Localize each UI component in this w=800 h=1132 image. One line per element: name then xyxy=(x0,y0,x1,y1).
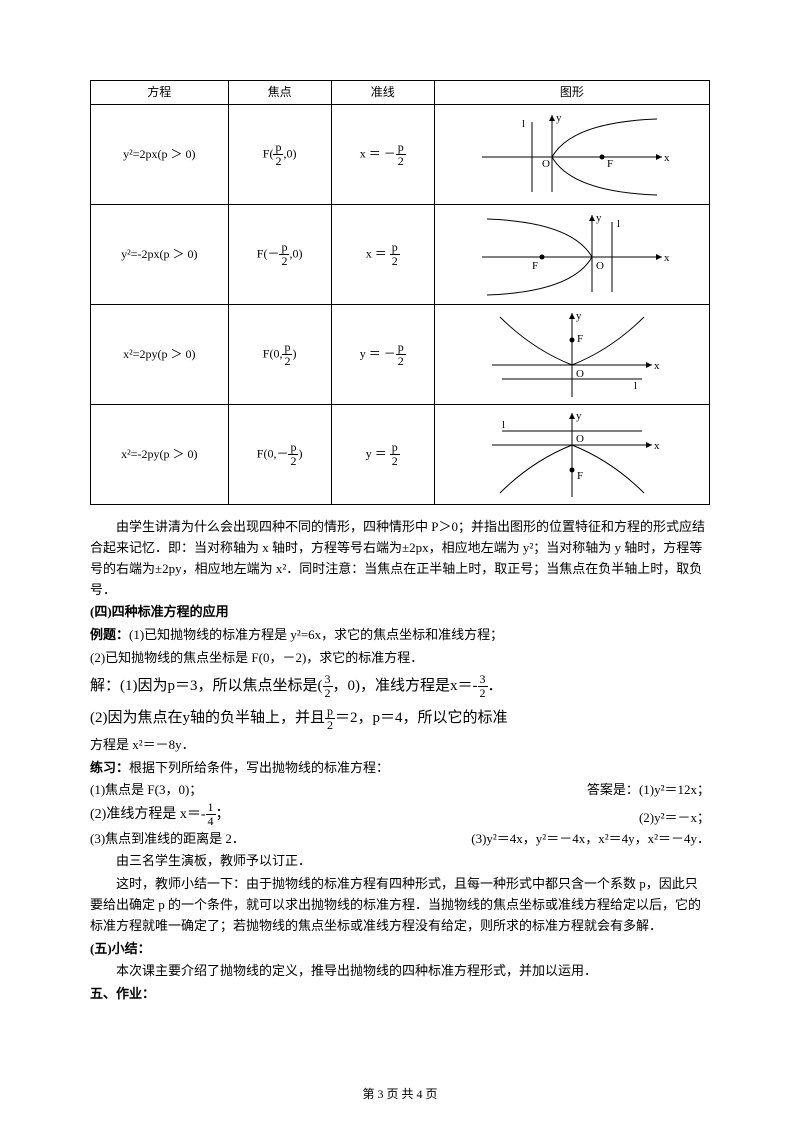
practice-heading: 练习：根据下列所给条件，写出抛物线的标准方程： xyxy=(90,758,710,779)
eq-1: y²=2px(p ＞ 0) xyxy=(91,105,229,205)
svg-text:y: y xyxy=(576,410,582,422)
page: 方程 焦点 准线 图形 y²=2px(p ＞ 0) F(p2,0) x ＝ －p… xyxy=(0,0,800,1132)
heading-five: (五)小结： xyxy=(90,939,710,960)
svg-text:l: l xyxy=(634,380,637,392)
th-directrix: 准线 xyxy=(331,81,434,105)
focus-3: F(0,p2) xyxy=(228,305,331,405)
svg-text:l: l xyxy=(522,118,525,130)
answer-label: 答案是： xyxy=(587,782,639,797)
paragraph-board: 由三名学生演板，教师予以订正． xyxy=(90,851,710,872)
focus-4: F(0,－p2) xyxy=(228,405,331,505)
practice-3: (3)焦点到准线的距离是 2． xyxy=(90,829,245,850)
svg-text:y: y xyxy=(596,212,602,224)
eq-4: x²=-2py(p ＞ 0) xyxy=(91,405,229,505)
dir-2: x ＝ p2 xyxy=(331,205,434,305)
svg-text:x: x xyxy=(664,152,670,164)
svg-text:x: x xyxy=(664,252,670,264)
graph-1: y x O l F xyxy=(434,105,709,205)
dir-4: y ＝ p2 xyxy=(331,405,434,505)
solution-2b: 方程是 x²＝－8y． xyxy=(90,735,710,756)
th-eq: 方程 xyxy=(91,81,229,105)
page-footer: 第 3 页 共 4 页 xyxy=(0,1085,800,1104)
eq-2: y²=-2px(p ＞ 0) xyxy=(91,205,229,305)
svg-text:O: O xyxy=(576,433,584,445)
focus-1: F(p2,0) xyxy=(228,105,331,205)
answer-3: (3)y²＝4x，y²＝－4x，x²＝4y，x²＝－4y． xyxy=(471,829,710,850)
svg-text:y: y xyxy=(556,112,562,124)
practice-row-1: (1)焦点是 F(3，0)； 答案是：(1)y²＝12x； xyxy=(90,780,710,801)
th-graph: 图形 xyxy=(434,81,709,105)
paragraph-summary: 本次课主要介绍了抛物线的定义，推导出抛物线的四种标准方程形式，并加以运用． xyxy=(90,961,710,982)
dir-3: y ＝ －p2 xyxy=(331,305,434,405)
practice-row-2: (2)准线方程是 x＝-14； (2)y²＝－x； xyxy=(90,801,710,828)
dir-1: x ＝ －p2 xyxy=(331,105,434,205)
paragraph-summary-teacher: 这时，教师小结一下：由于抛物线的标准方程有四种形式，且每一种形式中都只含一个系数… xyxy=(90,874,710,936)
answer-2: (2)y²＝－x； xyxy=(639,808,710,829)
svg-text:O: O xyxy=(596,260,604,272)
graph-4: y x O l F xyxy=(434,405,709,505)
svg-text:F: F xyxy=(577,333,583,345)
th-focus: 焦点 xyxy=(228,81,331,105)
paragraph-discussion: 由学生讲清为什么会出现四种不同的情形，四种情形中 P＞0；并指出图形的位置特征和… xyxy=(90,517,710,600)
svg-text:F: F xyxy=(532,260,538,272)
practice-1: (1)焦点是 F(3，0)； xyxy=(90,780,202,801)
heading-four: (四)四种标准方程的应用 xyxy=(90,602,710,623)
svg-text:x: x xyxy=(654,440,660,452)
focus-2: F(－p2,0) xyxy=(228,205,331,305)
example-line-2: (2)已知抛物线的焦点坐标是 F(0，－2)，求它的标准方程． xyxy=(90,648,710,669)
svg-text:y: y xyxy=(576,310,582,322)
svg-text:O: O xyxy=(576,368,584,380)
svg-text:O: O xyxy=(542,158,550,170)
practice-row-3: (3)焦点到准线的距离是 2． (3)y²＝4x，y²＝－4x，x²＝4y，x²… xyxy=(90,829,710,850)
answer-1: (1)y²＝12x； xyxy=(639,782,710,797)
svg-text:F: F xyxy=(577,470,583,482)
solution-1: 解：(1)因为p＝3，所以焦点坐标是(32，0)，准线方程是x＝-32． xyxy=(90,671,710,701)
svg-text:l: l xyxy=(502,419,505,431)
practice-2: (2)准线方程是 x＝-14； xyxy=(90,801,230,828)
heading-homework: 五、作业： xyxy=(90,984,710,1005)
solution-2a: (2)因为焦点在y轴的负半轴上，并且p2＝2，p＝4，所以它的标准 xyxy=(90,703,710,733)
svg-text:l: l xyxy=(617,218,620,230)
parabola-table: 方程 焦点 准线 图形 y²=2px(p ＞ 0) F(p2,0) x ＝ －p… xyxy=(90,80,710,505)
svg-text:F: F xyxy=(607,158,613,170)
example-line-1: 例题：(1)已知抛物线的标准方程是 y²=6x，求它的焦点坐标和准线方程； xyxy=(90,625,710,646)
graph-3: y x O l F xyxy=(434,305,709,405)
svg-text:x: x xyxy=(654,360,660,372)
eq-3: x²=2py(p ＞ 0) xyxy=(91,305,229,405)
graph-2: y x O l F xyxy=(434,205,709,305)
